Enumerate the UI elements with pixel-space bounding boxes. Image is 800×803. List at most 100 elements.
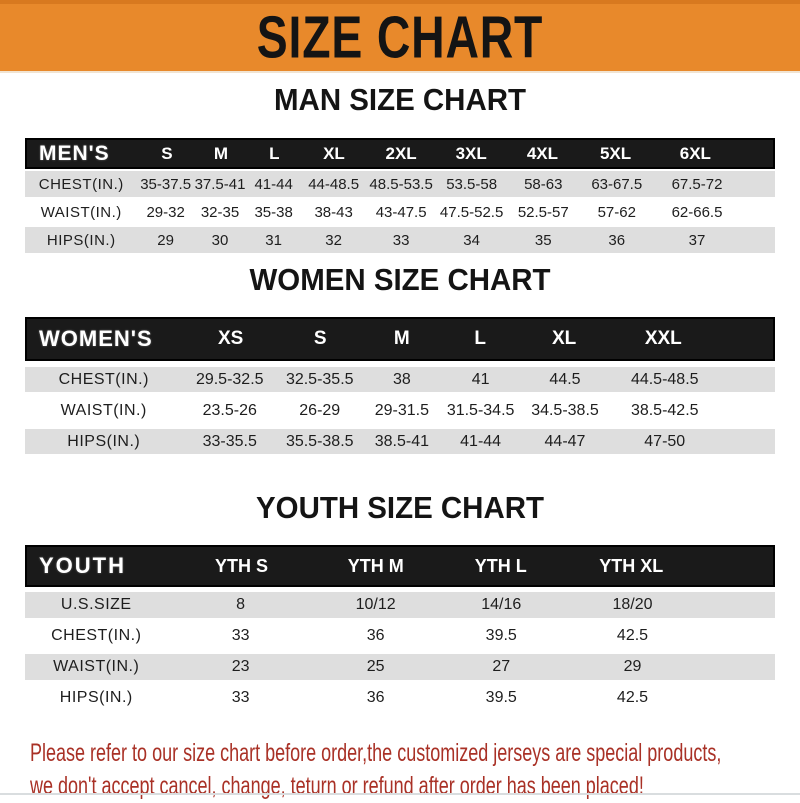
size-column-header: XL <box>323 143 345 163</box>
table-row: WAIST(IN.) 23 25 27 29 <box>25 654 775 680</box>
size-column-header: S <box>161 143 173 163</box>
row-label: CHEST(IN.) <box>51 627 142 644</box>
table-header-row: MEN'S S M L XL 2XL 3XL 4XL 5XL 6XL <box>25 138 775 169</box>
size-value: 44.5-48.5 <box>630 370 699 388</box>
table-row: HIPS(IN.) 33-35.5 35.5-38.5 38.5-41 41-44 44-… <box>25 429 775 454</box>
size-column-header: XL <box>551 328 577 349</box>
row-label: U.S.SIZE <box>60 596 132 613</box>
size-value: 42.5 <box>616 689 649 706</box>
women-size-table: WOMEN'S XS S M L XL XXL CHEST(IN.) 29.5-32.5 32.5… <box>25 317 775 454</box>
size-value: 32.5-35.5 <box>285 370 354 388</box>
size-column-header: S <box>313 328 327 349</box>
size-column-header: XXL <box>644 328 682 349</box>
table-row: CHEST(IN.) 35-37.5 37.5-41 41-44 44-48.5 48.5… <box>25 171 775 197</box>
man-section-heading: MAN SIZE CHART <box>274 82 526 117</box>
table-row: CHEST(IN.) 29.5-32.5 32.5-35.5 38 41 44.5 44.5… <box>25 367 775 392</box>
size-value: 26-29 <box>299 401 341 419</box>
size-value: 53.5-58 <box>446 175 498 193</box>
size-value: 63-67.5 <box>591 175 643 193</box>
table-header-row: WOMEN'S XS S M L XL XXL <box>25 317 775 361</box>
size-column-header: 4XL <box>526 143 559 163</box>
size-value: 42.5 <box>616 627 649 644</box>
size-value: 35 <box>534 231 552 249</box>
table-title-cell: YOUTH <box>39 553 126 578</box>
table-row: U.S.SIZE 8 10/12 14/16 18/20 <box>25 592 775 618</box>
size-value: 23 <box>231 658 250 675</box>
size-value: 39.5 <box>485 627 517 644</box>
row-label: HIPS(IN.) <box>67 432 141 450</box>
table-title-cell: WOMEN'S <box>39 326 153 351</box>
size-value: 33-35.5 <box>202 432 257 450</box>
size-value: 47.5-52.5 <box>439 203 504 221</box>
table-row: WAIST(IN.) 29-32 32-35 35-38 38-43 43-47.5 47.… <box>25 199 775 225</box>
size-value: 35-37.5 <box>140 175 192 193</box>
size-column-header: 2XL <box>385 143 417 163</box>
size-value: 43-47.5 <box>375 203 427 221</box>
size-value: 39.5 <box>485 689 517 706</box>
size-value: 37 <box>688 231 706 249</box>
size-value: 52.5-57 <box>517 203 569 221</box>
size-column-header: YTH XL <box>599 555 664 576</box>
size-value: 14/16 <box>481 596 522 613</box>
men-size-table: MEN'S S M L XL 2XL 3XL 4XL 5XL 6XL CHEST(IN.) 35-37… <box>25 138 775 253</box>
size-value: 41-44 <box>254 175 293 193</box>
size-value: 36 <box>366 689 385 706</box>
size-column-header: YTH L <box>474 555 527 576</box>
size-value: 44-47 <box>544 432 586 450</box>
row-label: CHEST(IN.) <box>38 175 124 193</box>
row-label: WAIST(IN.) <box>40 203 122 221</box>
order-notice: Please refer to our size chart before or… <box>30 737 779 803</box>
size-value: 31 <box>265 231 282 249</box>
row-label: CHEST(IN.) <box>58 370 149 388</box>
size-value: 41 <box>471 370 490 388</box>
size-value: 23.5-26 <box>202 401 257 419</box>
size-value: 36 <box>366 627 385 644</box>
size-value: 38.5-41 <box>374 432 429 450</box>
size-column-header: 3XL <box>455 143 487 163</box>
size-value: 35.5-38.5 <box>285 432 354 450</box>
size-value: 30 <box>211 231 229 249</box>
size-value: 32-35 <box>200 203 240 221</box>
size-value: 35-38 <box>254 203 293 221</box>
table-title-cell: MEN'S <box>39 141 110 165</box>
size-value: 18/20 <box>612 596 653 613</box>
row-label: HIPS(IN.) <box>59 689 133 706</box>
size-value: 29 <box>157 231 174 249</box>
size-value: 34 <box>463 231 480 249</box>
row-label: WAIST(IN.) <box>60 401 147 419</box>
size-value: 41-44 <box>460 432 502 450</box>
bottom-divider <box>0 793 800 795</box>
size-value: 38.5-42.5 <box>630 401 699 419</box>
size-value: 29-31.5 <box>374 401 429 419</box>
size-column-header: M <box>393 328 410 349</box>
size-column-header: L <box>474 328 486 349</box>
size-value: 37.5-41 <box>194 175 246 193</box>
youth-section-heading: YOUTH SIZE CHART <box>256 490 544 525</box>
row-label: HIPS(IN.) <box>46 231 116 249</box>
size-column-header: XS <box>217 328 244 349</box>
size-value: 31.5-34.5 <box>446 401 515 419</box>
size-value: 38-43 <box>314 203 353 221</box>
size-column-header: 5XL <box>599 143 632 163</box>
table-row: WAIST(IN.) 23.5-26 26-29 29-31.5 31.5-34.5 34… <box>25 398 775 423</box>
table-row: HIPS(IN.) 33 36 39.5 42.5 <box>25 685 775 711</box>
size-column-header: L <box>269 143 280 163</box>
size-value: 57-62 <box>597 203 636 221</box>
size-value: 58-63 <box>524 175 563 193</box>
banner: SIZE CHART <box>0 0 800 71</box>
size-column-header: M <box>213 143 229 163</box>
size-value: 36 <box>608 231 626 249</box>
women-section-heading: WOMEN SIZE CHART <box>249 262 551 297</box>
size-column-header: YTH M <box>347 555 404 576</box>
youth-size-table: YOUTH YTH S YTH M YTH L YTH XL U.S.SIZE 8 10/12… <box>25 545 775 711</box>
size-value: 33 <box>231 689 250 706</box>
size-value: 44-48.5 <box>308 175 360 193</box>
size-value: 67.5-72 <box>671 175 723 193</box>
size-value: 47-50 <box>644 432 686 450</box>
table-header-row: YOUTH YTH S YTH M YTH L YTH XL <box>25 545 775 587</box>
size-value: 33 <box>392 231 410 249</box>
size-column-header: 6XL <box>679 143 711 163</box>
order-notice-line2: we don't accept cancel, change, teturn o… <box>30 772 644 800</box>
row-label: WAIST(IN.) <box>53 658 140 675</box>
